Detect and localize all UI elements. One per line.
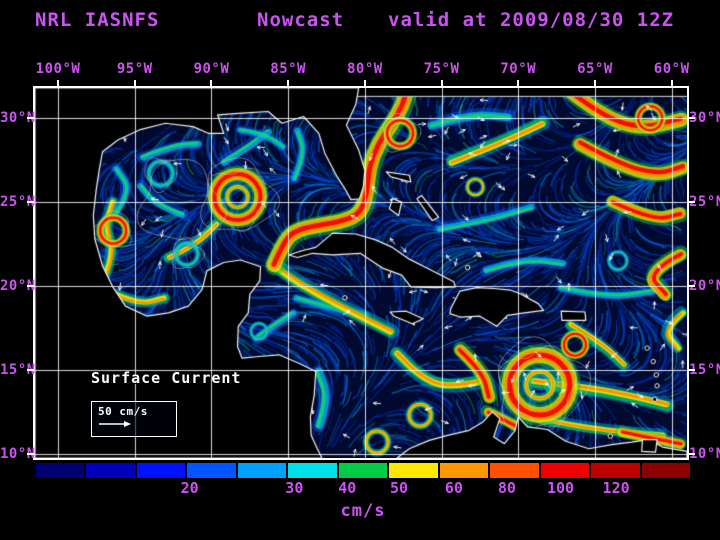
lon-tick-label: 75°W bbox=[423, 61, 460, 77]
colorbar-segment bbox=[540, 463, 590, 478]
lat-tick-mark bbox=[688, 117, 695, 120]
lon-tick-mark bbox=[57, 80, 59, 87]
scale-label: 50 cm/s bbox=[98, 405, 148, 418]
colorbar-segment bbox=[36, 463, 85, 478]
colorbar-tick-label: 30 bbox=[285, 479, 304, 497]
lon-tick-label: 90°W bbox=[193, 61, 230, 77]
colorbar-segment bbox=[237, 463, 287, 478]
lon-tick-label: 60°W bbox=[653, 61, 690, 77]
colorbar-segment bbox=[591, 463, 640, 478]
colorbar bbox=[36, 463, 691, 478]
lon-tick-mark bbox=[287, 80, 290, 87]
colorbar-segment bbox=[389, 463, 438, 478]
lat-tick-mark bbox=[27, 117, 34, 120]
lon-tick-mark bbox=[517, 80, 520, 87]
colorbar-segment bbox=[86, 463, 135, 478]
lat-tick-label: 20°N bbox=[0, 278, 36, 294]
lat-tick-label: 20°N bbox=[689, 278, 720, 294]
title-valid-time: valid at 2009/08/30 12Z bbox=[388, 9, 675, 31]
lon-tick-label: 65°W bbox=[577, 61, 613, 77]
colorbar-tick-label: 120 bbox=[602, 479, 630, 497]
colorbar-segment bbox=[338, 463, 388, 478]
colorbar-segment bbox=[490, 463, 539, 478]
colorbar-tick-label: 50 bbox=[389, 479, 408, 497]
lat-tick-mark bbox=[27, 452, 34, 455]
lon-tick-label: 100°W bbox=[35, 61, 81, 77]
lon-tick-label: 85°W bbox=[270, 61, 306, 77]
colorbar-segment bbox=[288, 463, 337, 478]
lon-tick-mark bbox=[670, 80, 673, 87]
lon-tick-label: 70°W bbox=[500, 61, 537, 77]
lat-tick-label: 15°N bbox=[689, 361, 720, 378]
lon-tick-mark bbox=[593, 80, 596, 87]
colorbar-unit: cm/s bbox=[340, 501, 386, 521]
lon-tick-mark bbox=[210, 80, 213, 87]
colorbar-segment bbox=[439, 463, 489, 478]
lat-tick-mark bbox=[27, 368, 34, 371]
scale-box: 50 cm/s bbox=[91, 401, 177, 437]
colorbar-tick-label: 100 bbox=[546, 479, 575, 497]
lon-tick-mark bbox=[363, 80, 366, 87]
lon-tick-label: 80°W bbox=[346, 61, 383, 77]
title-model-name: NRL IASNFS bbox=[35, 9, 160, 31]
lat-tick-label: 15°N bbox=[0, 361, 36, 378]
title-product: Nowcast bbox=[257, 9, 345, 31]
lat-tick-mark bbox=[27, 201, 34, 204]
lat-tick-mark bbox=[688, 285, 695, 287]
lat-tick-label: 25°N bbox=[0, 194, 36, 211]
lat-tick-label: 10°N bbox=[0, 445, 36, 462]
colorbar-tick-label: 80 bbox=[497, 479, 516, 497]
colorbar-segment bbox=[136, 463, 186, 478]
lon-tick-mark bbox=[133, 80, 136, 87]
colorbar-labels: 20 30 40 50 60 80 100 120 bbox=[36, 479, 690, 499]
colorbar-tick-label: 40 bbox=[338, 479, 357, 497]
map-annotation: Surface Current bbox=[91, 369, 242, 387]
lat-tick-mark bbox=[688, 368, 695, 371]
lat-tick-mark bbox=[688, 201, 695, 204]
lat-tick-mark bbox=[27, 285, 34, 287]
colorbar-segment bbox=[187, 463, 236, 478]
surface-current-map bbox=[35, 88, 687, 458]
lat-tick-label: 30°N bbox=[689, 110, 720, 127]
lat-tick-label: 25°N bbox=[689, 194, 720, 211]
colorbar-segment bbox=[641, 463, 691, 478]
lat-tick-label: 30°N bbox=[0, 110, 36, 127]
map-frame: Surface Current 50 cm/s bbox=[33, 86, 689, 460]
colorbar-tick-label: 20 bbox=[180, 479, 199, 497]
lat-tick-label: 10°N bbox=[689, 445, 720, 462]
lon-tick-label: 95°W bbox=[116, 61, 153, 77]
scale-arrow-icon bbox=[99, 421, 131, 427]
lat-tick-mark bbox=[688, 452, 695, 455]
lon-tick-mark bbox=[440, 80, 443, 87]
colorbar-tick-label: 60 bbox=[444, 479, 463, 497]
